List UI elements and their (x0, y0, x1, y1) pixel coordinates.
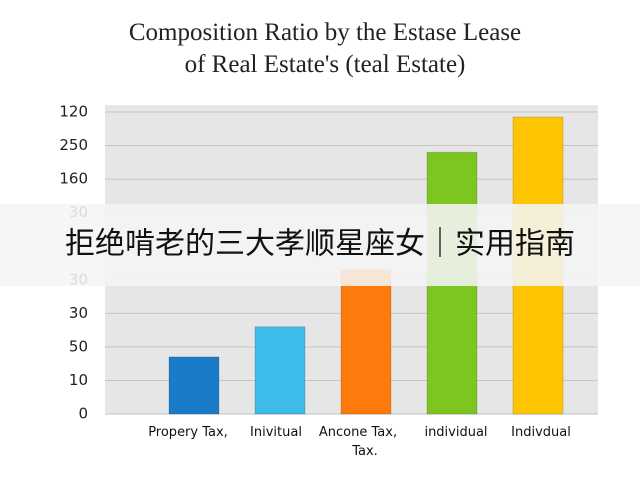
bar (254, 326, 306, 415)
y-tick-label: 10 (69, 371, 88, 389)
overlay-text: 拒绝啃老的三大孝顺星座女｜实用指南 (65, 227, 575, 262)
y-tick-label: 120 (59, 103, 88, 121)
x-tick-label: Ancone Tax, (319, 425, 397, 440)
x-label-extra: Tax. (351, 444, 378, 459)
x-tick-label: Propery Tax, (148, 425, 228, 440)
y-tick-label: 0 (78, 405, 88, 423)
y-tick-label: 160 (59, 170, 88, 188)
y-tick-label: 30 (69, 304, 88, 322)
chart-title: Composition Ratio by the Estase Lease (129, 19, 521, 46)
x-tick-label: Inivitual (250, 425, 302, 440)
bar (168, 356, 220, 415)
bar (340, 269, 392, 415)
y-tick-label: 250 (59, 136, 88, 154)
overlay-banner (0, 204, 640, 286)
y-tick-label: 50 (69, 337, 88, 355)
chart-subtitle: of Real Estate's (teal Estate) (185, 51, 466, 78)
x-tick-label: individual (424, 425, 487, 440)
x-tick-label: Indivdual (511, 425, 571, 440)
